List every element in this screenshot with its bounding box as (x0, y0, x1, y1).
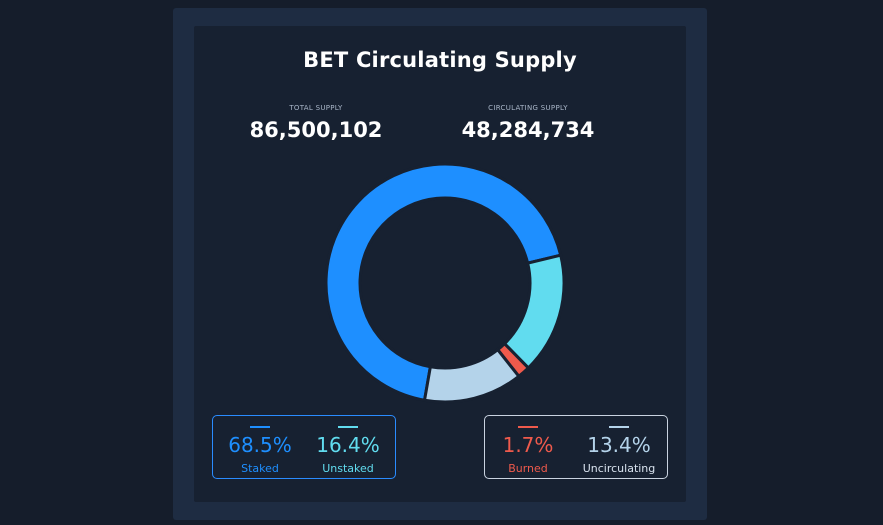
donut-chart (324, 162, 566, 404)
legend-name-burned: Burned (508, 462, 548, 475)
total-supply-label: TOTAL SUPPLY (289, 104, 343, 112)
legend-pct-uncirculating: 13.4% (587, 433, 651, 457)
circulating-supply-label: CIRCULATING SUPPLY (488, 104, 568, 112)
legend-pct-staked: 68.5% (228, 433, 292, 457)
legend-pct-burned: 1.7% (502, 433, 554, 457)
total-supply-stat: TOTAL SUPPLY 86,500,102 (226, 104, 406, 142)
legend-item-uncirculating: 13.4% Uncirculating (569, 416, 669, 475)
legend-item-burned: 1.7% Burned (483, 416, 573, 475)
legend-name-staked: Staked (241, 462, 279, 475)
legend-item-staked: 68.5% Staked (215, 416, 305, 475)
legend-pct-unstaked: 16.4% (316, 433, 380, 457)
circulating-supply-stat: CIRCULATING SUPPLY 48,284,734 (438, 104, 618, 142)
donut-slice-staked (324, 162, 563, 402)
supply-card: BET Circulating Supply TOTAL SUPPLY 86,5… (194, 26, 686, 502)
chart-title: BET Circulating Supply (303, 48, 577, 72)
legend-name-unstaked: Unstaked (322, 462, 374, 475)
legend-swatch-burned (518, 426, 538, 428)
circulating-supply-value: 48,284,734 (461, 118, 595, 142)
legend-noncirculating-box: 1.7% Burned 13.4% Uncirculating (484, 415, 668, 479)
legend-swatch-unstaked (338, 426, 358, 428)
donut-slice-uncirculating (422, 347, 521, 404)
legend-swatch-uncirculating (609, 426, 629, 428)
total-supply-value: 86,500,102 (249, 118, 383, 142)
legend-circulating-box: 68.5% Staked 16.4% Unstaked (212, 415, 396, 479)
legend-item-unstaked: 16.4% Unstaked (303, 416, 393, 475)
legend-name-uncirculating: Uncirculating (582, 462, 656, 475)
legend-swatch-staked (250, 426, 270, 428)
